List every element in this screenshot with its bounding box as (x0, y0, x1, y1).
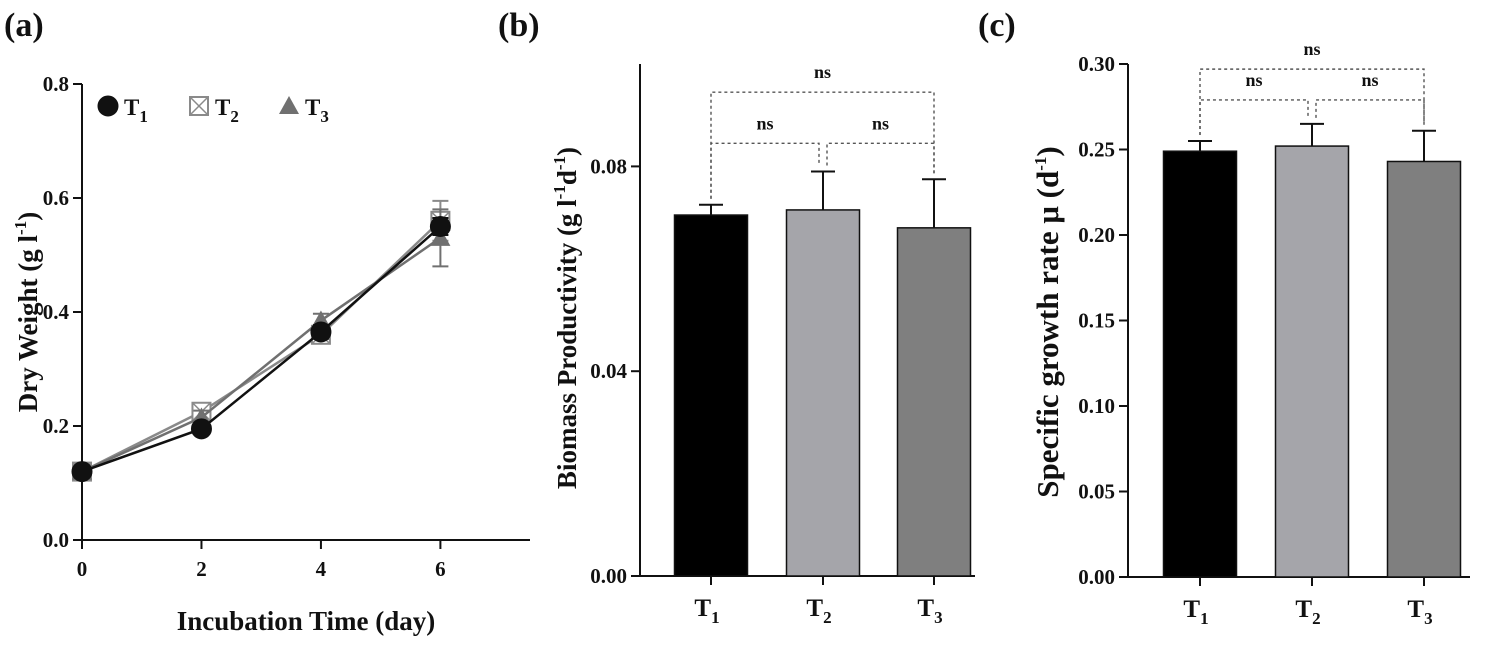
panel-b-y-title-main: Biomass Productivity (g l (552, 199, 582, 489)
panel-a-point-T1 (71, 461, 93, 483)
panel-c-category-T2: T2 (1295, 596, 1320, 628)
panel-b-ytick-label: 0.04 (590, 359, 627, 383)
panel-b-ytick-label: 0.08 (590, 154, 627, 178)
panel-c-ytick-label: 0.05 (1078, 480, 1115, 504)
panel-a-xtick-label: 4 (316, 557, 327, 581)
panel-b-bar-chart: (b) 0.00 0.04 0.08 ns ns ns T1 T2 T3 Biomass P… (498, 7, 975, 627)
panel-b-y-title-sup1: -1 (550, 185, 569, 199)
panel-b-bar-group-T2 (785, 170, 861, 585)
panel-a-y-title-sup: -1 (11, 221, 30, 235)
panel-c-bar-T1 (1162, 150, 1238, 578)
panel-c-ytick-label: 0.00 (1078, 565, 1115, 589)
panel-b-sig-bracket: ns (826, 113, 935, 174)
panel-a-ytick-label: 0.2 (43, 414, 69, 438)
panel-a-point-T1 (310, 321, 332, 343)
panel-c-ytick-label: 0.30 (1078, 52, 1115, 76)
panel-a-series-T1 (71, 216, 451, 483)
panel-a-legend-marker-T2-cross2 (189, 96, 209, 116)
panel-b-sig-bracket: ns (710, 113, 820, 199)
panel-c-sig-bracket: ns (1199, 39, 1425, 135)
panel-c-ytick-label: 0.10 (1078, 394, 1115, 418)
panel-c-ytick-label: 0.25 (1078, 138, 1115, 162)
panel-a-legend-label-T3: T3 (305, 95, 329, 126)
panel-b-bar-T3 (896, 227, 972, 577)
panel-b-bar-group-T3 (896, 178, 972, 585)
panel-a-series-T2 (72, 199, 451, 482)
panel-b-category-T1: T1 (694, 595, 719, 627)
panel-a-label: (a) (4, 7, 44, 44)
panel-b-category-T2: T2 (806, 595, 831, 627)
panel-a-line-T1 (81, 225, 442, 473)
panel-c-ytick-label: 0.20 (1078, 223, 1115, 247)
panel-b-sig-line (710, 142, 820, 199)
panel-a-ytick-label: 0.6 (43, 186, 69, 210)
panel-b-sig-line (826, 142, 935, 174)
panel-a-legend-item-T2: T2 (189, 95, 239, 126)
panel-a-y-axis-title: Dry Weight (g l-1) (11, 212, 43, 412)
panel-a-point-T1 (429, 216, 451, 237)
panel-b-y-axis-title: Biomass Productivity (g l-1d-1) (550, 147, 582, 489)
panel-a-y-title-close: ) (13, 212, 43, 221)
panel-b-sig-line (710, 91, 935, 199)
panel-a-legend-marker-T3 (279, 96, 299, 114)
panel-c-label: (c) (978, 7, 1016, 44)
panel-a-legend-item-T1: T1 (97, 95, 148, 126)
panel-b-sig-bracket: ns (710, 62, 935, 199)
panel-a-line-chart: (a) 0.0 0.2 0.4 0.6 0.8 0 2 4 6 T1 T2 T3 Incubati… (4, 7, 530, 636)
panel-c-sig-line (1315, 99, 1425, 125)
panel-c-bar-group-T2 (1274, 122, 1350, 586)
panel-a-ytick-label: 0.0 (43, 528, 69, 552)
panel-a-point-T1 (190, 418, 212, 440)
panel-c-y-axis-title: Specific growth rate μ (d-1) (1030, 146, 1065, 497)
panel-a-legend-label-T2: T2 (215, 95, 239, 126)
panel-c-sig-bracket: ns (1199, 70, 1309, 135)
panel-a-line-T2 (81, 219, 442, 473)
panel-b-sig-label: ns (814, 62, 831, 82)
panel-b-ytick-label: 0.00 (590, 564, 627, 588)
panel-c-category-T1: T1 (1183, 596, 1208, 628)
panel-c-bar-group-T1 (1162, 139, 1238, 586)
panel-a-y-title-main: Dry Weight (g l (13, 234, 43, 412)
panel-c-sig-label: ns (1303, 39, 1320, 59)
panel-a-x-axis-title: Incubation Time (day) (177, 606, 436, 636)
panel-c-sig-label: ns (1245, 70, 1262, 90)
panel-b-bar-T2 (785, 209, 861, 577)
panel-c-sig-label: ns (1361, 70, 1378, 90)
panel-a-ytick-label: 0.8 (43, 72, 69, 96)
panel-c-sig-line (1199, 99, 1309, 135)
panel-a-xtick-label: 2 (196, 557, 207, 581)
panel-a-legend-marker-T2 (189, 96, 209, 116)
panel-a-legend-item-T3: T3 (279, 95, 329, 126)
panel-c-ytick-label: 0.15 (1078, 309, 1115, 333)
panel-c-y-title-sup: -1 (1031, 157, 1050, 171)
panel-b-sig-label: ns (872, 113, 889, 133)
panel-a-ytick-label: 0.4 (43, 300, 70, 324)
panel-b-bar-T1 (673, 214, 749, 577)
panel-a-xtick-label: 0 (77, 557, 88, 581)
panel-c-bar-group-T3 (1386, 129, 1462, 586)
panel-b-sig-label: ns (756, 113, 773, 133)
panel-c-y-title-close: ) (1030, 146, 1065, 156)
panel-c-bar-T3 (1386, 160, 1462, 578)
panel-b-y-title-close: ) (552, 147, 582, 156)
panel-a-legend: T1 T2 T3 (97, 95, 329, 126)
panel-b-label: (b) (498, 7, 540, 44)
panel-c-bar-T2 (1274, 145, 1350, 578)
panel-c-category-T3: T3 (1407, 596, 1432, 628)
panel-b-y-title-sup2: -1 (550, 156, 569, 170)
panel-a-legend-label-T1: T1 (124, 95, 148, 126)
panel-b-y-title-d: d (552, 170, 582, 185)
panel-b-bar-group-T1 (673, 203, 749, 585)
panel-a-legend-marker-T1 (97, 95, 119, 117)
panel-a-series-T3 (72, 208, 451, 480)
panel-c-sig-bracket: ns (1315, 70, 1425, 125)
panel-a-xtick-label: 6 (435, 557, 446, 581)
panel-b-category-T3: T3 (917, 595, 942, 627)
panel-c-y-title-main: Specific growth rate μ (d (1030, 171, 1065, 498)
